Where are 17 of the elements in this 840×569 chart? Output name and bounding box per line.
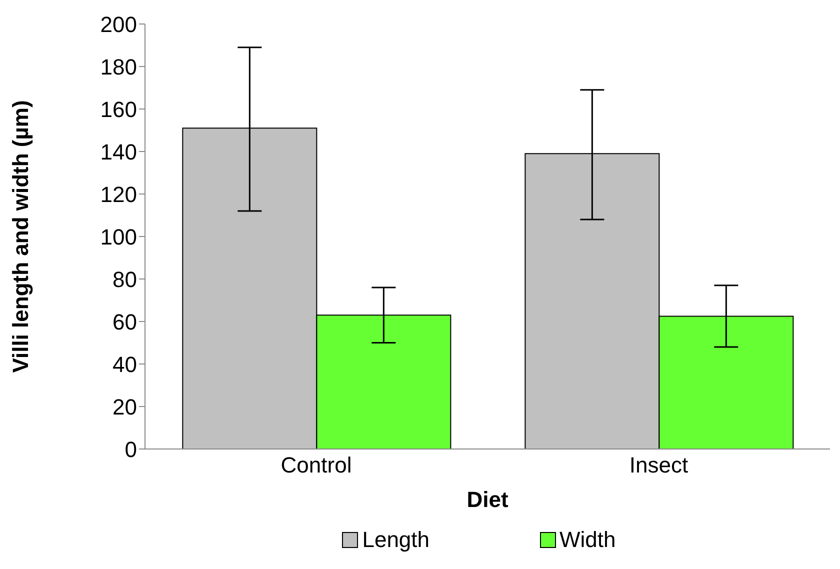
- legend-label: Width: [560, 527, 616, 553]
- x-axis-title: Diet: [466, 487, 509, 512]
- y-tick-label: 120: [100, 182, 137, 207]
- y-tick-label: 60: [112, 309, 137, 334]
- y-tick-label: 80: [112, 266, 137, 292]
- y-tick-label: 180: [100, 54, 137, 80]
- x-tick-label: Control: [280, 452, 352, 478]
- y-tick-label: 40: [112, 352, 137, 377]
- legend-label: Length: [362, 527, 430, 553]
- y-tick-label: 100: [100, 224, 137, 250]
- y-tick-label: 200: [100, 12, 137, 37]
- y-tick-label: 140: [100, 139, 137, 164]
- y-tick-label: 20: [112, 394, 137, 420]
- y-axis-title: Villi length and width (µm): [8, 100, 33, 373]
- y-tick-label: 160: [100, 96, 137, 122]
- y-tick-label: 0: [124, 436, 137, 462]
- x-tick-label: Insect: [629, 452, 688, 478]
